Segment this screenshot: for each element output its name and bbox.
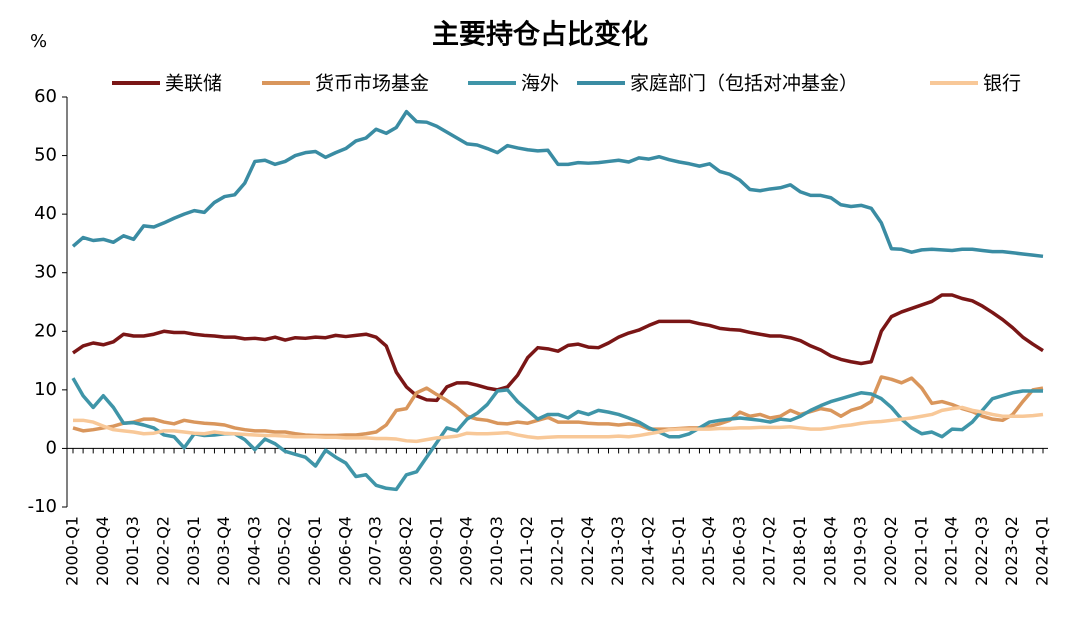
x-tick-label: 2014-Q2 [638, 516, 657, 586]
series-line [72, 375, 1044, 438]
x-tick-label: 2022-Q3 [972, 516, 991, 586]
y-axis-label: % [30, 31, 47, 52]
x-tick-label: 2018-Q1 [790, 516, 809, 586]
legend-label: 家庭部门（包括对冲基金） [630, 73, 858, 95]
chart-title: 主要持仓占比变化 [432, 19, 648, 51]
y-tick-label: 20 [34, 320, 57, 341]
x-tick-label: 2001-Q3 [123, 516, 142, 586]
x-tick-label: 2009-Q4 [457, 516, 476, 586]
x-tick-label: 2021-Q4 [942, 516, 961, 586]
x-tick-label: 2019-Q3 [851, 516, 870, 586]
x-tick-label: 2015-Q4 [699, 516, 718, 586]
x-tick-label: 2006-Q4 [335, 516, 354, 586]
x-tick-label: 2012-Q1 [548, 516, 567, 586]
x-tick-label: 2012-Q4 [578, 516, 597, 586]
x-tick-label: 2003-Q1 [184, 516, 203, 586]
y-tick-label: 30 [34, 262, 57, 283]
legend-label: 货币市场基金 [315, 73, 429, 95]
x-tick-label: 2000-Q4 [93, 516, 112, 586]
y-tick-label: 10 [34, 379, 57, 400]
x-tick-label: 2004-Q3 [244, 516, 263, 586]
x-tick-label: 2006-Q1 [305, 516, 324, 586]
y-tick-label: 60 [34, 86, 57, 107]
x-tick-label: 2018-Q4 [820, 516, 839, 586]
x-tick-label: 2010-Q3 [487, 516, 506, 586]
legend-label: 海外 [521, 73, 559, 95]
x-tick-label: 2020-Q2 [881, 516, 900, 586]
x-tick-label: 2011-Q2 [517, 516, 536, 586]
y-tick-label: 40 [34, 203, 57, 224]
x-tick-label: 2017-Q2 [760, 516, 779, 586]
x-tick-label: 2007-Q3 [366, 516, 385, 586]
x-tick-label: 2008-Q2 [396, 516, 415, 586]
x-tick-label: 2013-Q3 [608, 516, 627, 586]
x-tick-label: 2023-Q2 [1002, 516, 1021, 586]
series-line [71, 109, 1044, 259]
x-tick-label: 2021-Q1 [911, 516, 930, 586]
legend-label: 美联储 [165, 73, 222, 95]
y-tick-label: 0 [46, 437, 57, 458]
x-tick-label: 2009-Q1 [426, 516, 445, 586]
y-tick-label: -10 [28, 496, 57, 517]
x-tick-label: 2002-Q2 [153, 516, 172, 586]
x-tick-label: 2003-Q4 [214, 516, 233, 586]
x-tick-label: 2024-Q1 [1033, 516, 1052, 586]
x-tick-label: 2000-Q1 [63, 516, 82, 586]
series-line [72, 293, 1044, 403]
series-line [73, 405, 1044, 444]
x-tick-label: 2005-Q2 [275, 516, 294, 586]
y-tick-label: 50 [34, 145, 57, 166]
x-tick-label: 2016-Q3 [729, 516, 748, 586]
legend-label: 银行 [983, 73, 1021, 95]
x-tick-label: 2015-Q1 [669, 516, 688, 586]
